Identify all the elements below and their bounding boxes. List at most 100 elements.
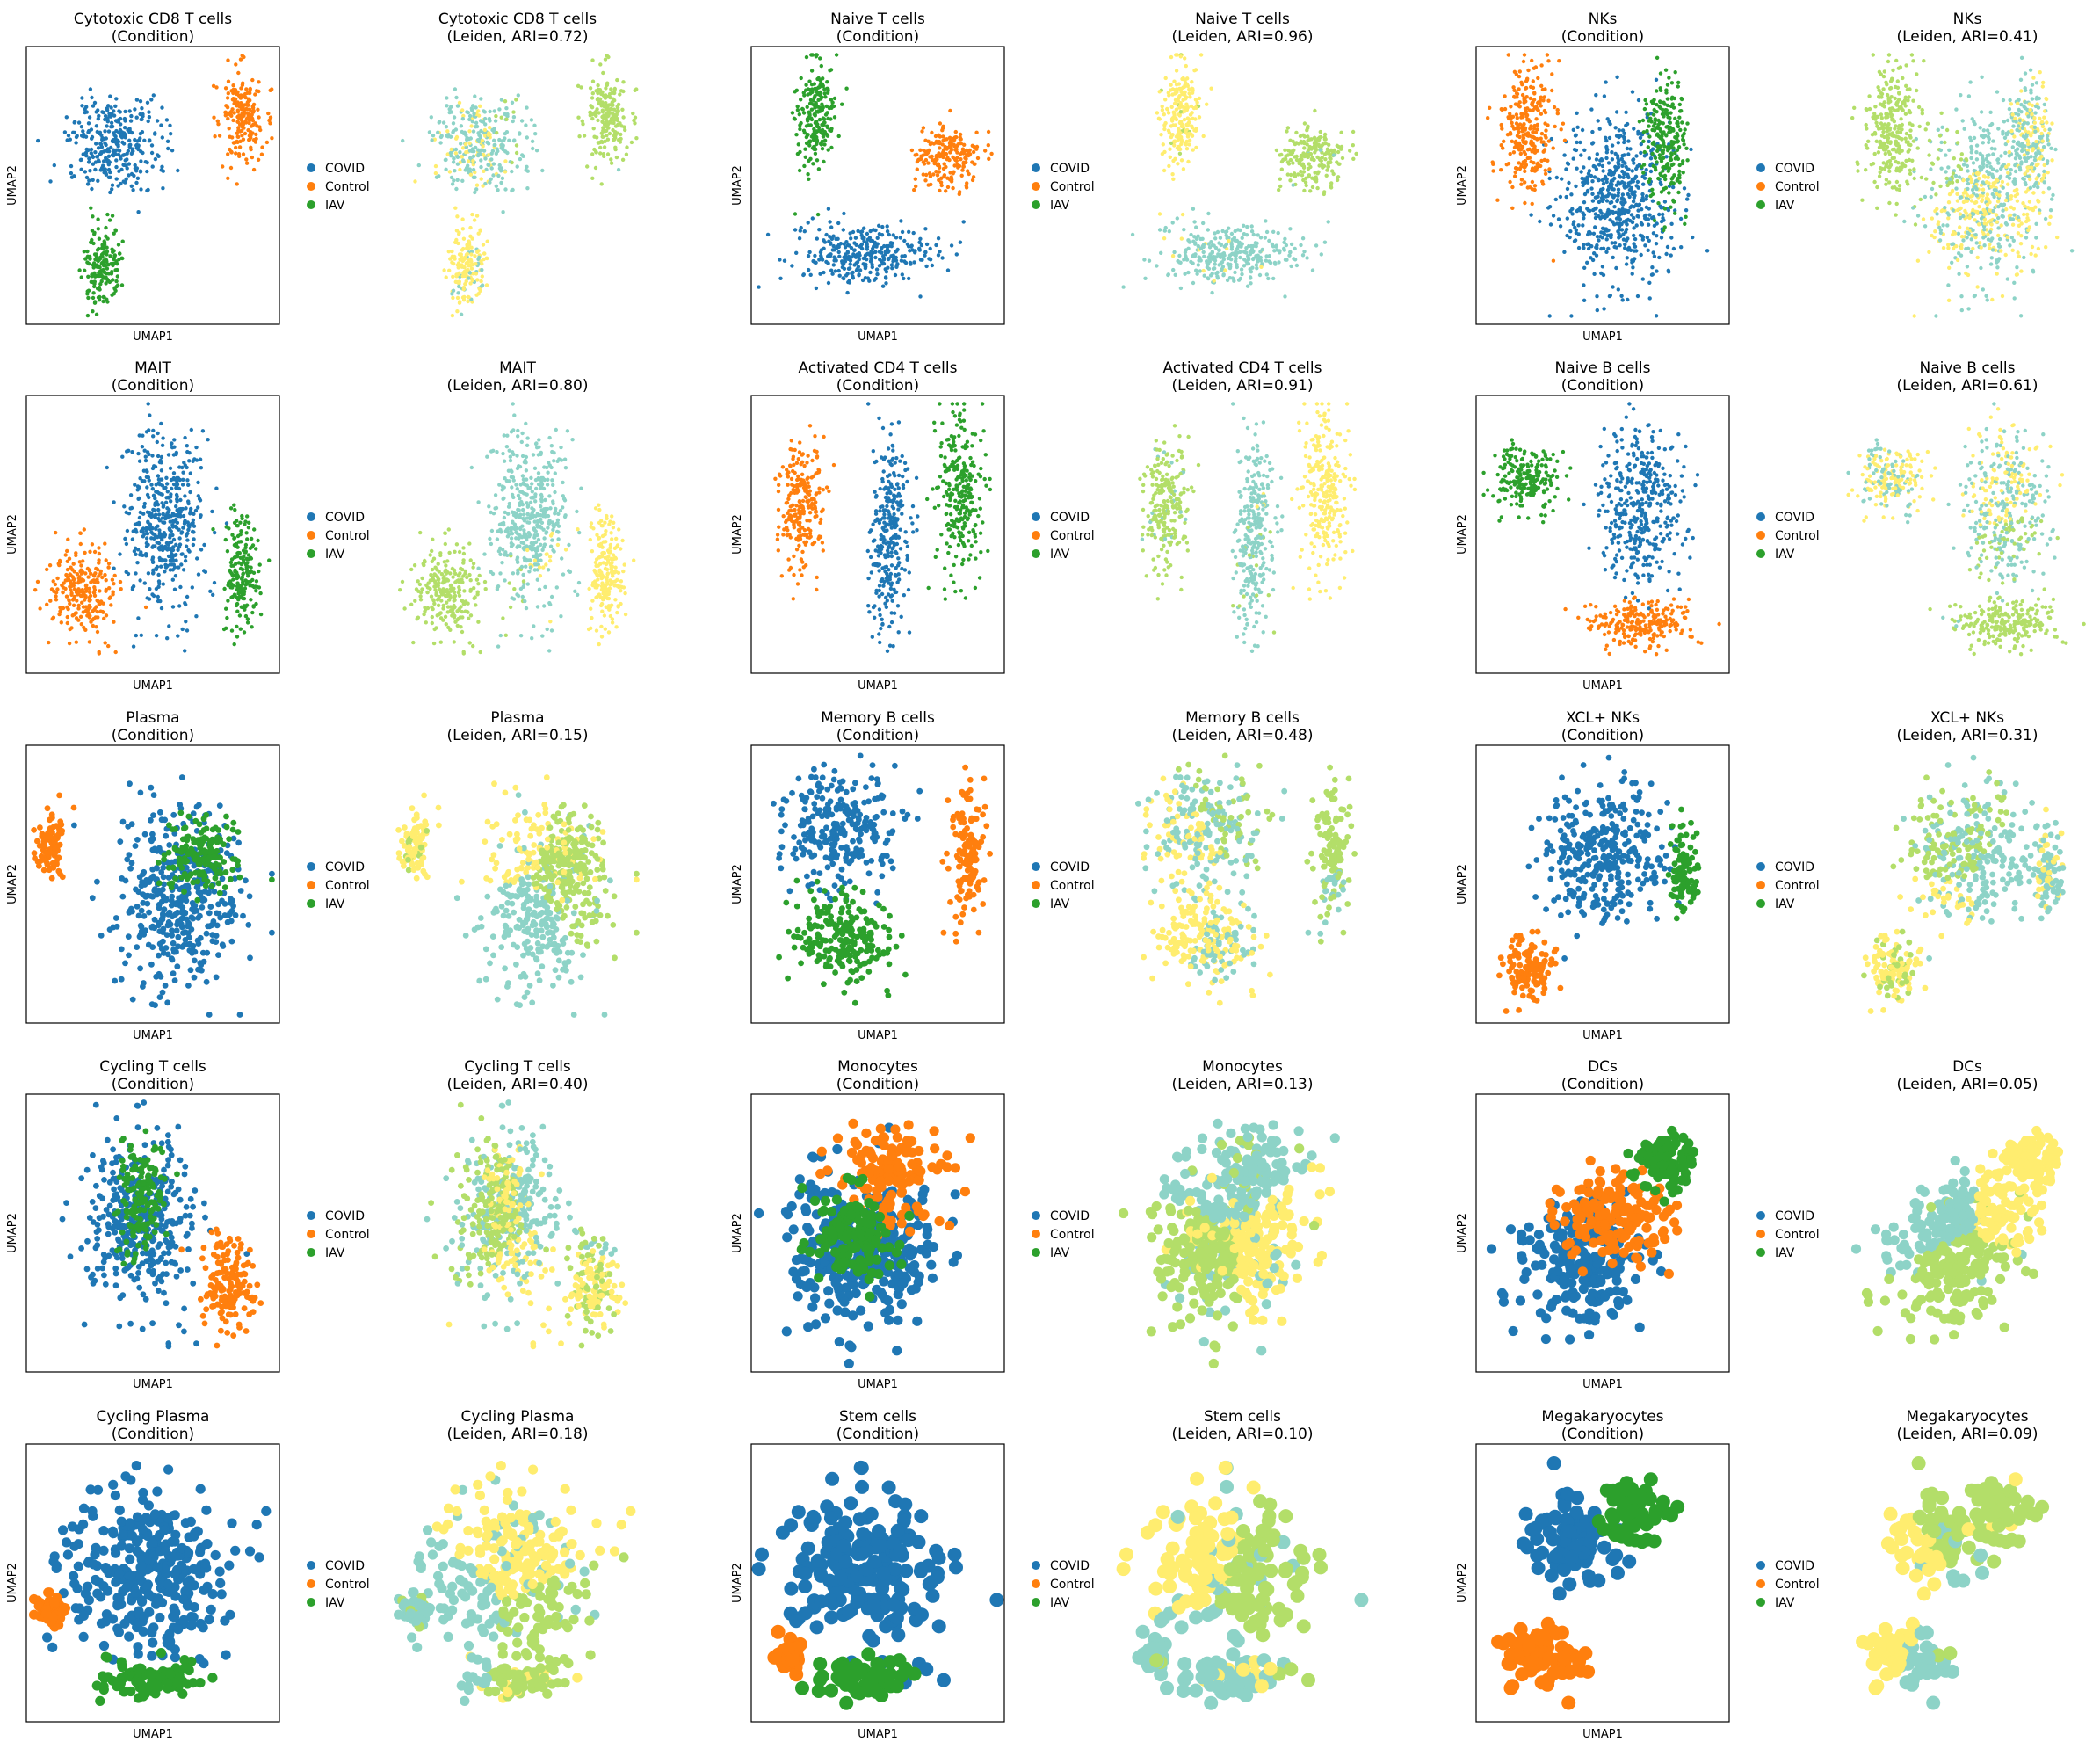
data-point — [1877, 150, 1880, 154]
data-point — [460, 179, 464, 183]
data-point — [108, 254, 112, 258]
data-point — [1599, 191, 1603, 194]
data-point — [98, 237, 101, 241]
data-point — [1510, 140, 1514, 143]
data-point — [1618, 128, 1621, 132]
data-point — [948, 109, 952, 112]
data-point — [1980, 76, 1983, 79]
data-point — [807, 268, 810, 272]
data-point — [1623, 208, 1626, 212]
data-point — [802, 129, 806, 133]
data-point — [1224, 230, 1227, 234]
data-point — [1256, 233, 1260, 236]
data-point — [1279, 153, 1283, 156]
data-point — [134, 181, 138, 185]
data-point — [1593, 164, 1597, 168]
data-point — [878, 232, 881, 236]
data-point — [141, 130, 144, 134]
data-point — [112, 232, 116, 236]
data-point — [613, 134, 617, 137]
data-point — [130, 185, 134, 188]
data-point — [1643, 98, 1647, 102]
data-point — [1608, 169, 1611, 172]
data-point — [1199, 53, 1203, 56]
data-point — [73, 120, 76, 123]
data-point — [1636, 294, 1640, 298]
data-point — [1944, 153, 1947, 156]
data-point — [1264, 219, 1267, 222]
data-point — [1626, 236, 1629, 240]
data-point — [96, 179, 99, 183]
data-point — [801, 273, 805, 277]
data-point — [1250, 229, 1254, 233]
data-point — [1255, 244, 1258, 248]
data-point — [458, 301, 461, 305]
data-point — [1516, 167, 1519, 171]
data-point — [500, 98, 503, 101]
data-point — [90, 187, 93, 191]
data-point — [1981, 180, 1985, 184]
data-point — [1966, 182, 1970, 185]
data-point — [101, 300, 105, 303]
data-point — [798, 127, 801, 131]
data-point — [1191, 281, 1195, 285]
data-point — [1162, 236, 1166, 240]
data-point — [1669, 181, 1673, 185]
data-point — [257, 158, 260, 162]
data-point — [464, 150, 467, 154]
legend-label: COVID — [325, 162, 365, 176]
data-point — [807, 143, 811, 147]
data-point — [511, 188, 514, 192]
data-point — [1590, 179, 1594, 183]
data-point — [1624, 124, 1627, 127]
data-point — [1536, 76, 1539, 80]
data-point — [1980, 134, 1983, 138]
data-point — [1213, 258, 1217, 262]
data-point — [815, 92, 819, 96]
data-point — [923, 254, 926, 258]
data-point — [1669, 253, 1673, 257]
panel-subtitle: (Leiden, ARI=0.96) — [1171, 28, 1313, 46]
data-point — [2011, 112, 2015, 116]
data-point — [1879, 127, 1882, 130]
data-point — [99, 150, 103, 154]
data-point — [2012, 281, 2016, 285]
data-point — [1273, 261, 1277, 265]
data-point — [1190, 87, 1193, 91]
data-point — [865, 232, 869, 236]
data-point — [934, 134, 938, 138]
data-point — [1626, 152, 1630, 156]
data-point — [1657, 256, 1661, 259]
data-point — [807, 221, 810, 224]
data-point — [1686, 193, 1690, 197]
data-point — [1956, 141, 1959, 144]
data-point — [1995, 178, 1999, 182]
data-point — [1647, 112, 1650, 116]
data-point — [1311, 268, 1314, 272]
data-point — [1306, 153, 1309, 156]
data-point — [91, 229, 94, 232]
legend-marker — [1756, 182, 1765, 191]
data-point — [1990, 236, 1994, 240]
data-point — [1287, 254, 1291, 258]
data-point — [254, 133, 257, 136]
data-point — [1299, 134, 1302, 138]
data-point — [1491, 169, 1495, 172]
data-point — [91, 104, 95, 107]
data-point — [829, 146, 833, 149]
data-point — [236, 71, 240, 75]
data-point — [1172, 80, 1176, 83]
data-point — [1525, 132, 1529, 135]
data-point — [807, 250, 811, 254]
data-point — [1519, 164, 1523, 168]
data-point — [1924, 177, 1928, 180]
data-point — [1670, 97, 1674, 100]
data-point — [1633, 193, 1636, 197]
data-point — [471, 159, 474, 163]
data-point — [1200, 237, 1204, 241]
data-point — [882, 244, 886, 248]
data-point — [1202, 255, 1206, 258]
data-point — [2002, 186, 2005, 190]
data-point — [91, 291, 95, 294]
data-point — [1567, 181, 1570, 185]
